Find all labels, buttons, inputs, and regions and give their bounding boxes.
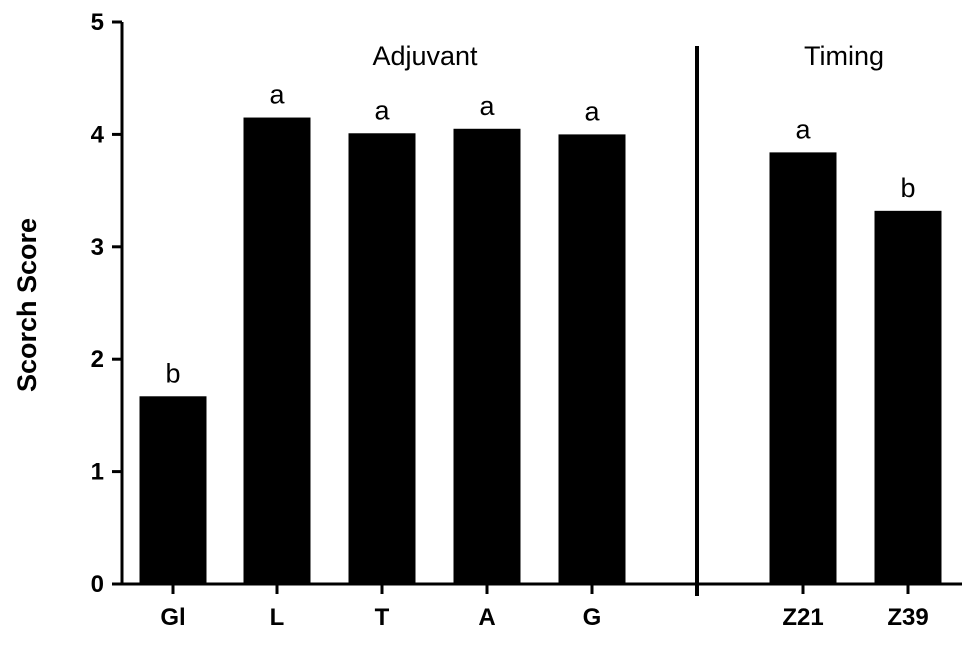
y-tick-label: 3 [91, 234, 104, 261]
x-tick-label: G [583, 604, 602, 631]
significance-letter: a [479, 91, 495, 121]
x-tick-label: A [478, 604, 495, 631]
x-tick-label: T [375, 604, 390, 631]
y-tick-label: 4 [91, 121, 105, 148]
x-tick-label: Z21 [782, 604, 823, 631]
x-tick-label: Z39 [887, 604, 928, 631]
x-tick-labels: Gl L T A G Z21 Z39 [160, 584, 929, 631]
bar [769, 152, 837, 584]
x-tick-label: L [270, 604, 285, 631]
y-ticks: 0 1 2 3 4 5 [91, 9, 122, 598]
bar [453, 128, 521, 584]
significance-letter: a [269, 80, 285, 110]
bar [348, 133, 416, 584]
significance-letter: a [795, 114, 811, 144]
significance-letter: b [165, 358, 180, 388]
bars [139, 117, 942, 584]
bar [874, 210, 942, 584]
y-tick-label: 2 [91, 346, 104, 373]
group-label-timing: Timing [804, 41, 884, 71]
x-tick-label: Gl [160, 604, 185, 631]
significance-letter: a [374, 95, 390, 125]
bar [558, 134, 626, 584]
significance-labels: b a a a a a b [165, 80, 915, 389]
significance-letter: b [900, 173, 915, 203]
y-tick-label: 0 [91, 571, 104, 598]
y-tick-label: 5 [91, 9, 104, 36]
group-label-adjuvant: Adjuvant [372, 41, 478, 71]
y-axis-label: Scorch Score [12, 218, 42, 392]
significance-letter: a [584, 96, 600, 126]
bar [243, 117, 311, 584]
y-tick-label: 1 [91, 459, 104, 486]
bar [139, 396, 207, 584]
